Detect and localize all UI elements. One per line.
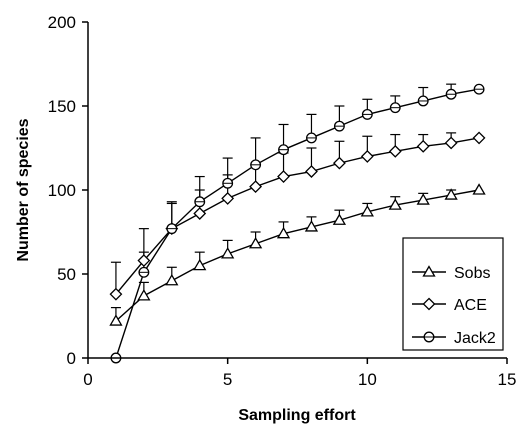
jack2-point: [278, 144, 289, 156]
y-tick-label: 200: [48, 13, 76, 32]
legend-sobs-label: Sobs: [454, 265, 490, 282]
ace-point: [277, 170, 290, 183]
legend: Sobs ACE Jack2: [402, 237, 504, 351]
legend-box: [402, 237, 504, 351]
jack2-point: [138, 266, 150, 278]
y-tick-label: 0: [67, 349, 76, 368]
legend-jack2-marker: [423, 331, 435, 343]
sobs-point: [137, 289, 151, 301]
y-axis-label: Number of species: [15, 118, 32, 261]
ace-point: [416, 139, 430, 153]
ace-point: [305, 165, 318, 178]
sobs-point: [472, 183, 486, 195]
jack2-point: [250, 159, 262, 171]
jack2-point: [361, 108, 373, 120]
sobs-point: [276, 226, 291, 239]
series-markers: [109, 83, 486, 364]
sobs-point: [388, 198, 402, 210]
x-axis-label: Sampling effort: [238, 407, 356, 424]
sobs-point: [332, 213, 347, 225]
ace-point: [388, 144, 402, 158]
ace-point: [472, 131, 486, 145]
legend-ace-marker: [422, 297, 436, 311]
x-tick-label: 10: [358, 370, 377, 389]
legend-ace-label: ACE: [454, 297, 487, 314]
sobs-point: [360, 205, 374, 217]
jack2-point: [166, 223, 178, 235]
x-tick-label: 5: [223, 370, 232, 389]
jack2-point: [194, 196, 206, 208]
sobs-point: [109, 314, 123, 326]
sobs-point: [193, 258, 207, 271]
ace-point: [444, 136, 458, 150]
sobs-line: [115, 189, 480, 322]
jack2-point: [222, 177, 234, 189]
jack2-point: [389, 102, 401, 114]
sobs-point: [444, 188, 458, 200]
legend-jack2-label: Jack2: [454, 330, 496, 347]
y-tick-label: 50: [57, 265, 76, 284]
x-tick-label: 0: [83, 370, 92, 389]
legend-sobs-marker: [422, 265, 436, 277]
ace-point: [360, 149, 374, 163]
jack2-point: [333, 120, 345, 132]
ace-point: [137, 254, 151, 267]
ace-point: [332, 156, 346, 170]
sobs-point: [248, 236, 263, 249]
sobs-point: [221, 247, 235, 259]
ace-point: [109, 287, 123, 301]
jack2-point: [473, 83, 485, 95]
jack2-point: [417, 95, 429, 107]
sobs-point: [304, 220, 319, 232]
sobs-point: [165, 273, 179, 286]
jack2-point: [445, 88, 457, 100]
y-tick-label: 150: [48, 97, 76, 116]
ace-point: [249, 180, 263, 194]
jack2-point: [306, 132, 317, 144]
ace-point: [193, 207, 207, 220]
x-tick-label: 15: [498, 370, 517, 389]
y-tick-label: 100: [48, 181, 76, 200]
ace-point: [221, 191, 235, 205]
sobs-point: [416, 193, 430, 205]
